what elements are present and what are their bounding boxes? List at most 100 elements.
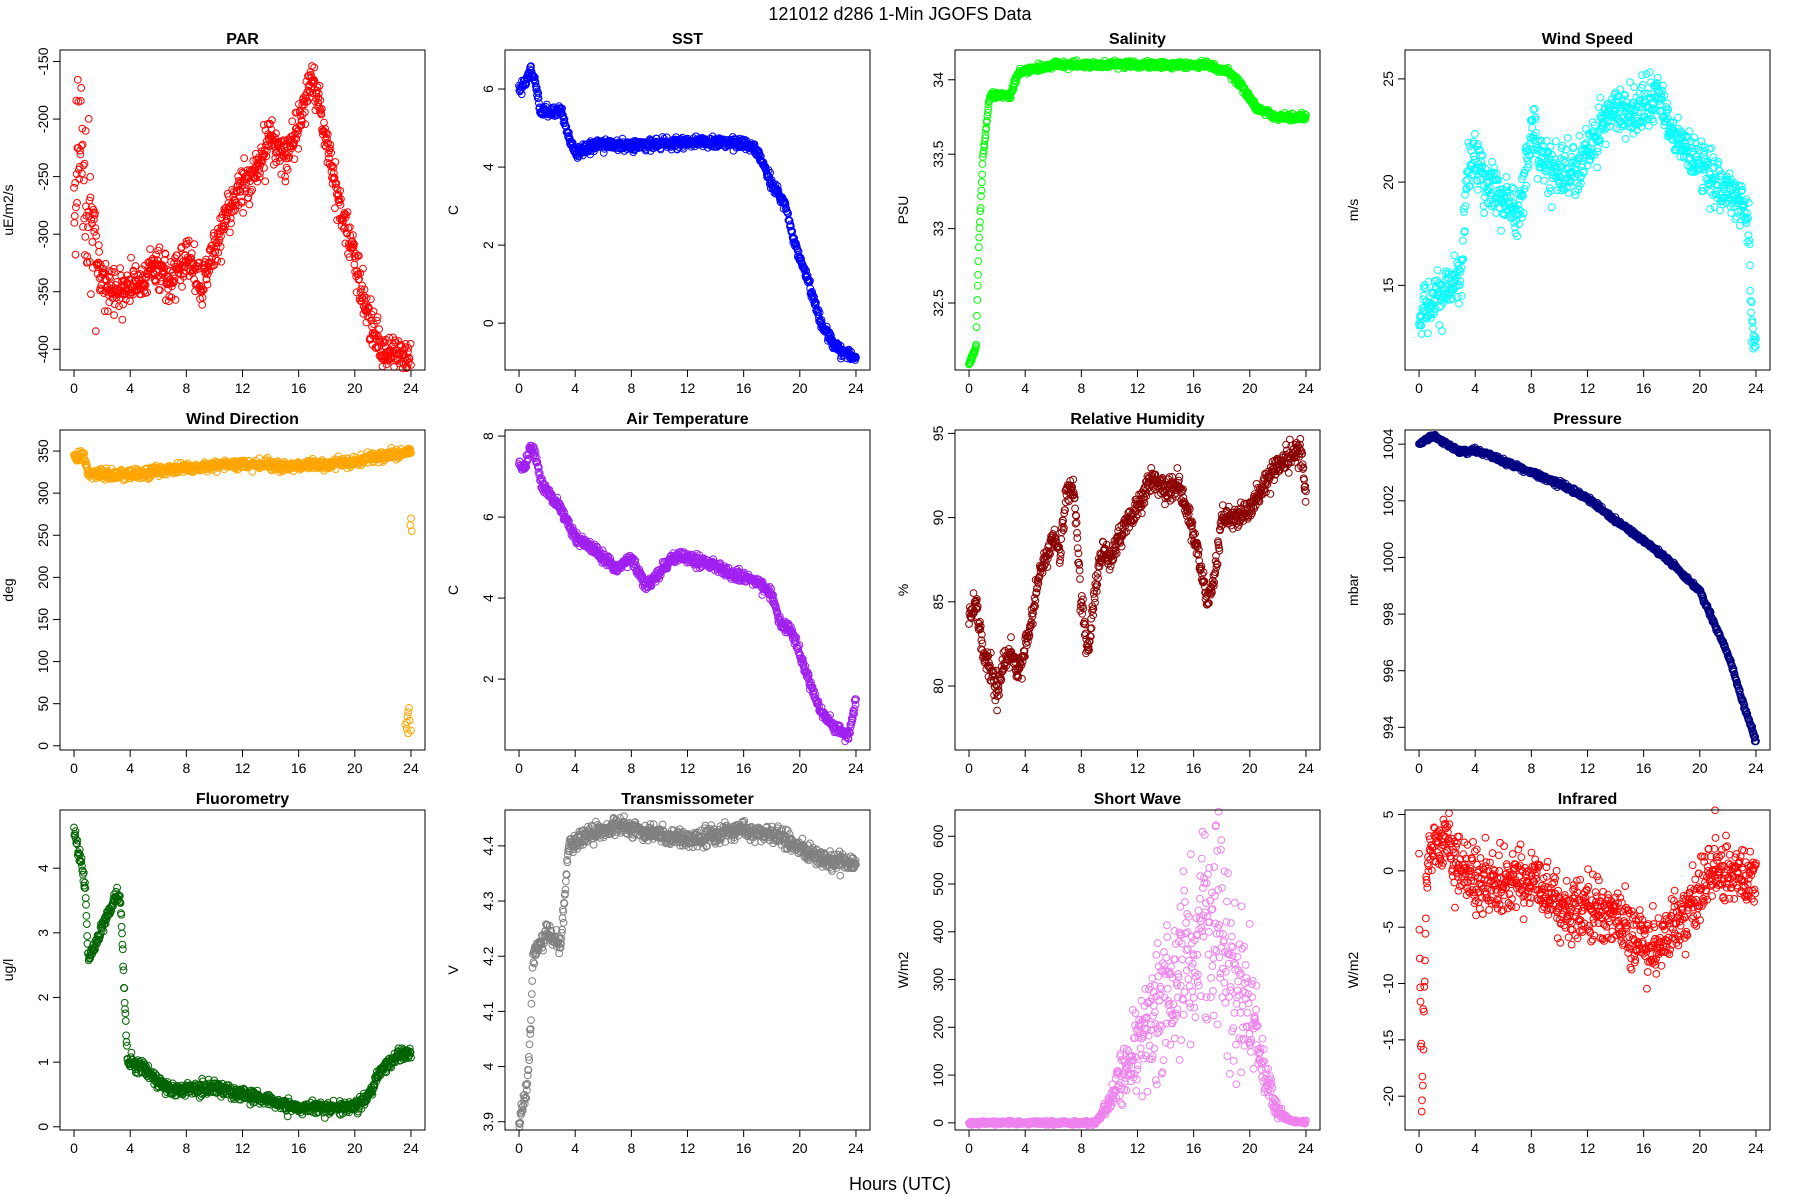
data-point <box>394 337 403 345</box>
data-point <box>329 163 338 172</box>
series-points <box>70 444 416 738</box>
figure-title: 121012 d286 1-Min JGOFS Data <box>768 4 1032 24</box>
data-point <box>1450 251 1459 260</box>
panel-title: Air Temperature <box>626 411 749 428</box>
y-tick-label: 150 <box>35 608 51 632</box>
data-point <box>70 183 78 192</box>
x-tick-label: 20 <box>347 380 363 396</box>
data-point <box>85 196 94 205</box>
y-axis-label: deg <box>0 578 16 601</box>
data-point <box>973 311 981 320</box>
data-point <box>221 203 230 212</box>
y-tick-label: -200 <box>35 105 51 133</box>
x-tick-label: 20 <box>347 760 363 776</box>
data-point <box>125 297 134 306</box>
x-tick-label: 12 <box>235 380 251 396</box>
panel-title: Wind Speed <box>1542 31 1633 48</box>
data-point <box>301 120 310 128</box>
data-point <box>1540 176 1549 185</box>
x-tick-label: 8 <box>182 760 190 776</box>
data-point <box>343 208 352 217</box>
y-tick-label: -300 <box>35 220 51 248</box>
data-point <box>227 219 236 228</box>
data-point <box>261 177 270 186</box>
x-tick-label: 12 <box>680 380 696 396</box>
data-point <box>345 253 354 262</box>
data-point <box>76 97 85 105</box>
y-tick-label: -400 <box>35 335 51 363</box>
data-point <box>326 140 335 149</box>
y-tick-label: 34 <box>930 72 946 88</box>
data-point <box>1575 132 1584 140</box>
data-point <box>103 307 112 316</box>
x-tick-label: 24 <box>403 760 419 776</box>
data-point <box>407 361 415 369</box>
data-point <box>1492 209 1501 217</box>
data-point <box>90 228 99 236</box>
data-point <box>247 187 255 196</box>
data-point <box>99 264 107 273</box>
data-point <box>341 213 350 222</box>
data-point <box>402 725 411 733</box>
data-point <box>195 258 204 267</box>
data-point <box>161 250 170 259</box>
data-point <box>1533 175 1542 183</box>
data-point <box>131 262 140 270</box>
data-point <box>1596 93 1605 102</box>
data-point <box>304 86 313 95</box>
data-point <box>1459 236 1467 245</box>
y-tick-label: 2 <box>480 241 496 249</box>
data-point <box>335 196 344 205</box>
data-point <box>1747 308 1755 317</box>
y-axis-label: m/s <box>1345 199 1361 222</box>
data-point <box>226 214 235 223</box>
x-tick-label: 0 <box>515 380 523 396</box>
data-point <box>303 97 312 106</box>
data-point <box>308 62 316 70</box>
data-point <box>974 270 982 279</box>
x-tick-label: 0 <box>965 380 973 396</box>
data-point <box>170 276 179 285</box>
data-point <box>281 177 290 186</box>
data-point <box>198 301 207 309</box>
y-tick-label: 6 <box>480 85 496 93</box>
data-point <box>310 63 319 72</box>
data-point <box>350 240 358 248</box>
x-tick-label: 4 <box>571 380 579 396</box>
data-point <box>337 195 345 203</box>
data-point <box>355 252 363 260</box>
data-point <box>280 136 289 145</box>
data-point <box>1746 286 1755 295</box>
data-point <box>532 82 540 91</box>
data-point <box>190 240 199 249</box>
y-axis-label: PSU <box>895 196 911 225</box>
data-point <box>325 154 333 163</box>
x-tick-label: 12 <box>1580 380 1596 396</box>
data-point <box>156 286 164 295</box>
data-point <box>95 248 103 256</box>
data-point <box>229 207 238 216</box>
data-point <box>332 179 341 188</box>
data-point <box>322 129 331 138</box>
data-point <box>81 126 90 135</box>
x-tick-label: 24 <box>1298 380 1314 396</box>
x-tick-label: 8 <box>182 380 190 396</box>
data-point <box>262 141 270 150</box>
data-point <box>86 173 95 181</box>
data-point <box>306 68 315 76</box>
data-point <box>97 281 106 290</box>
data-point <box>517 90 526 99</box>
x-axis: 0 4 8 12 16 20 24 <box>965 370 1314 396</box>
y-tick-label: 250 <box>35 523 51 547</box>
data-point <box>101 259 110 268</box>
data-point <box>336 186 345 195</box>
panel-title: Salinity <box>1109 31 1166 48</box>
x-tick-label: 0 <box>70 760 78 776</box>
data-point <box>152 250 161 259</box>
y-tick-label: -250 <box>35 162 51 190</box>
data-point <box>208 241 217 250</box>
x-tick-label: 0 <box>1415 380 1423 396</box>
data-point <box>193 280 202 289</box>
